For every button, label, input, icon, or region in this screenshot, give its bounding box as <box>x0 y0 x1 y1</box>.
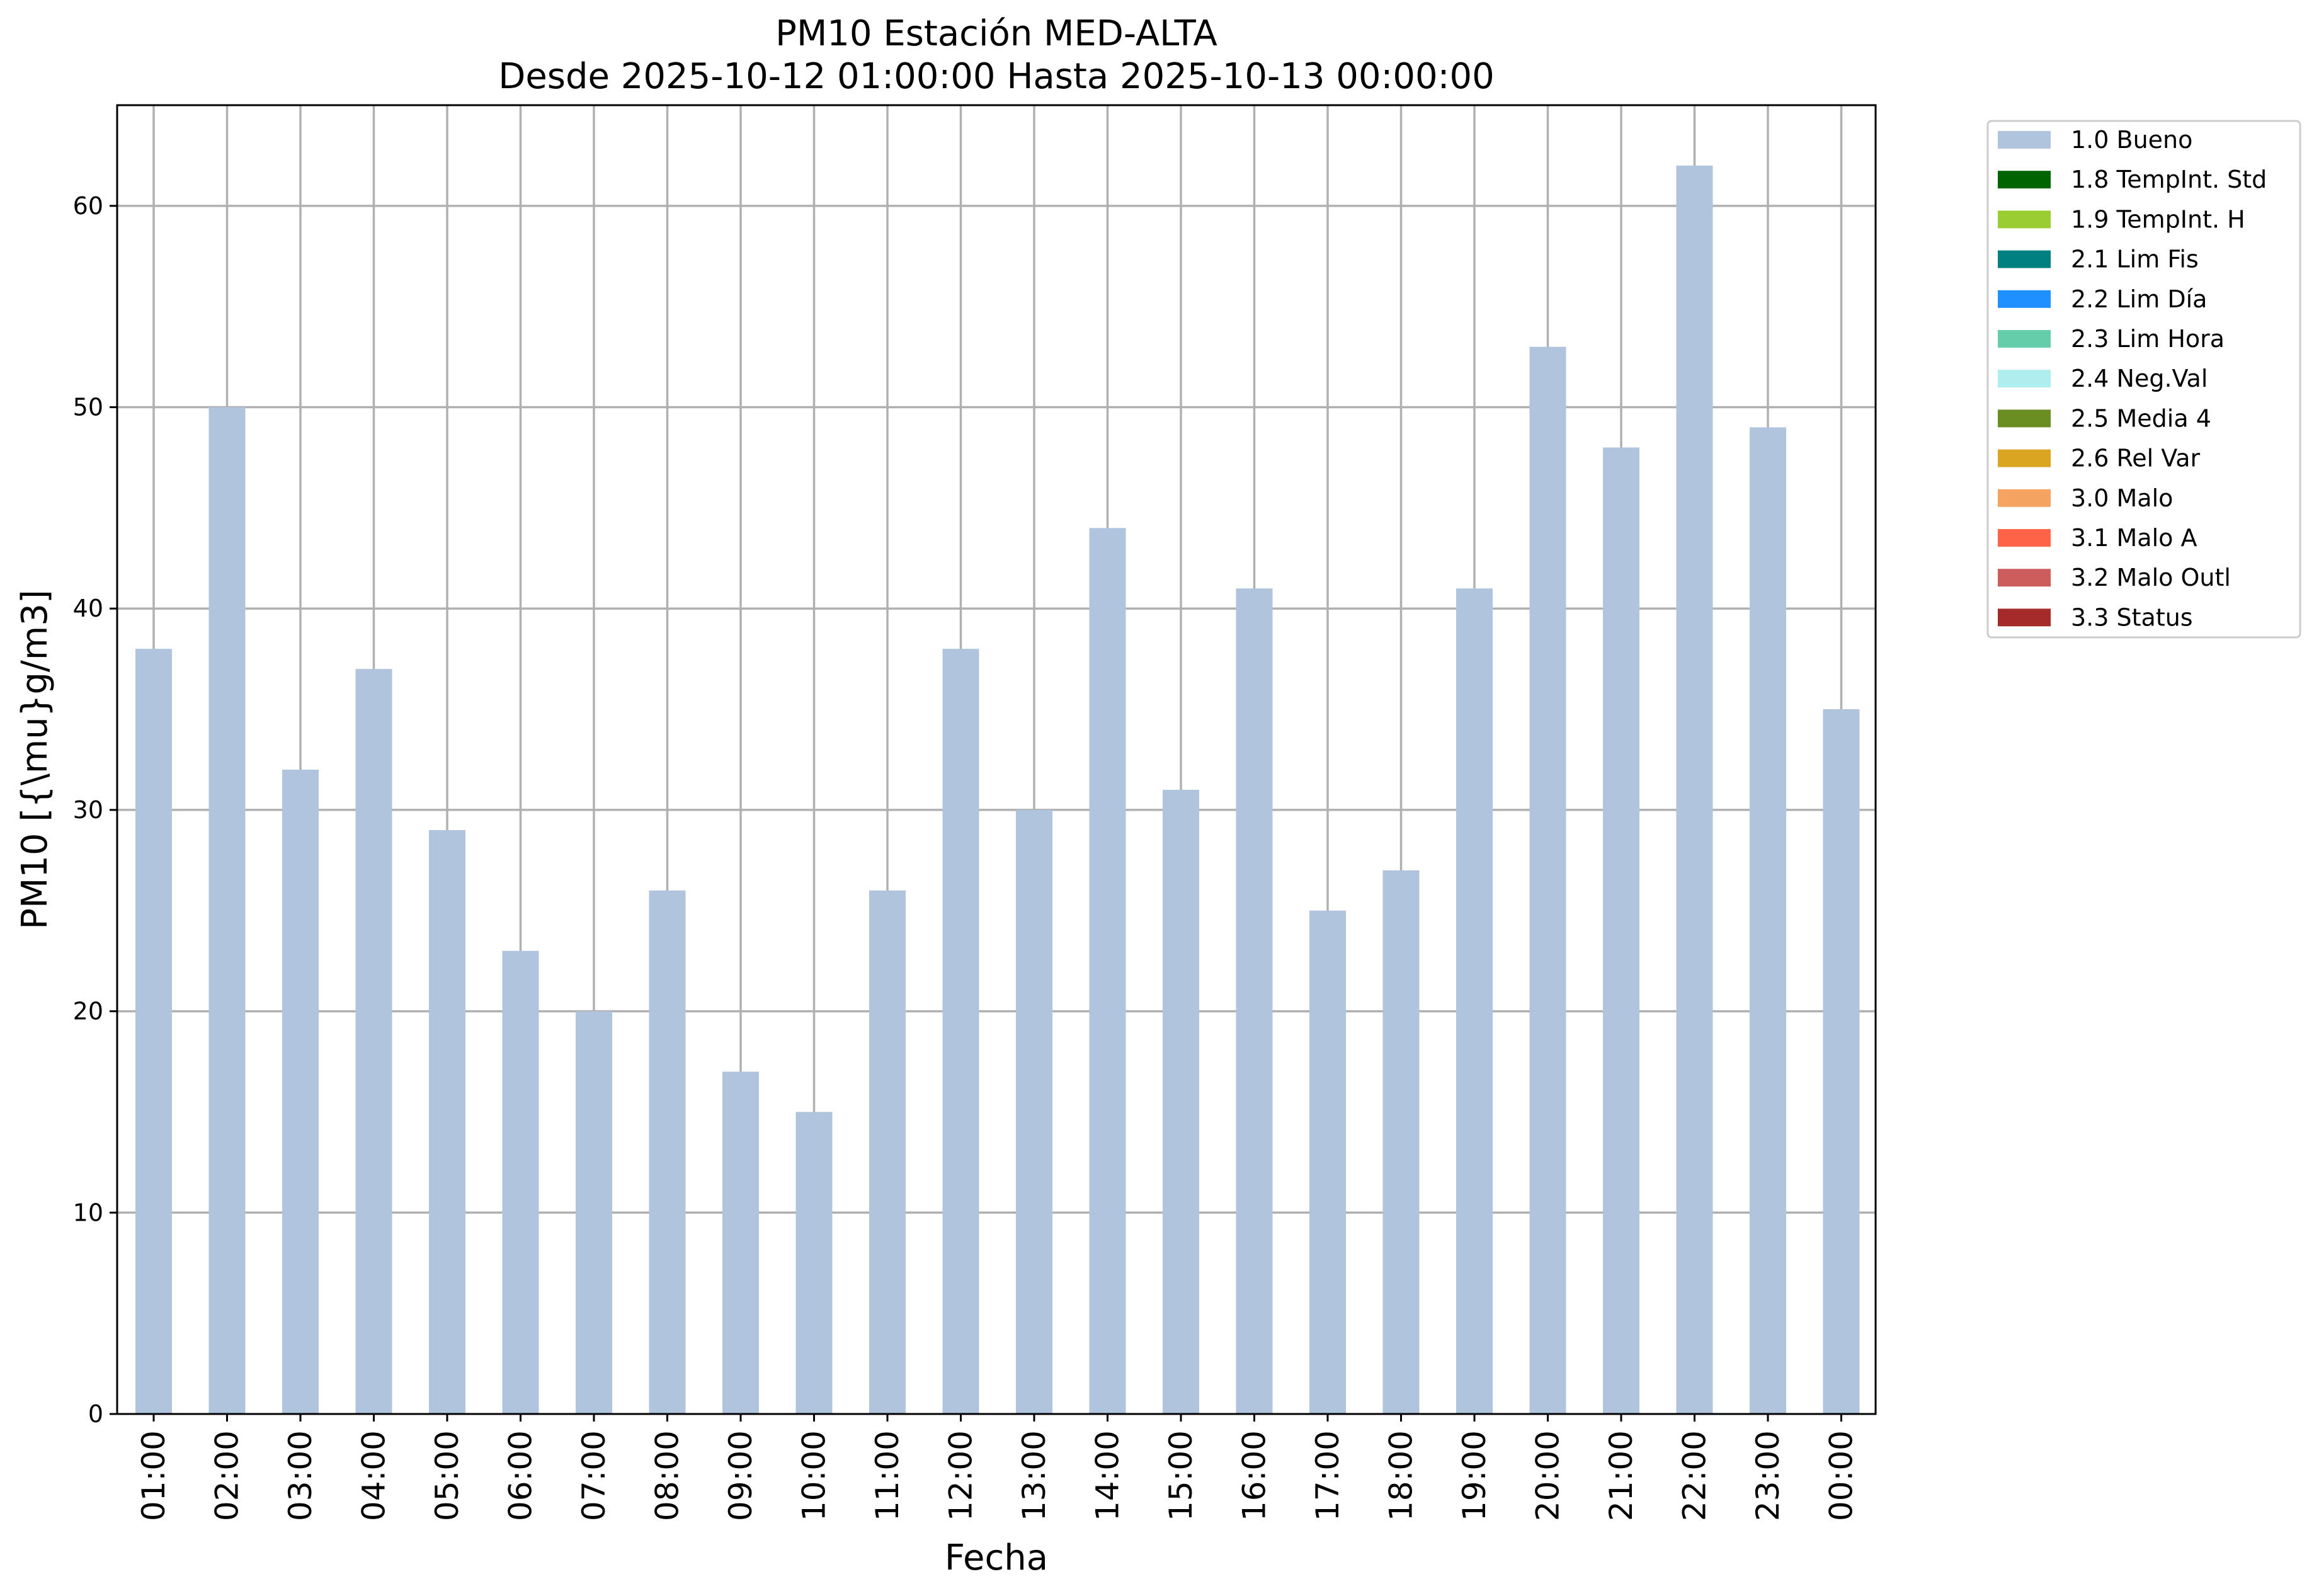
x-axis-ticks: 01:00 02:00 03:00 04:00 05:00 06:00 07:00 08:00… <box>135 1414 1860 1521</box>
bars <box>135 165 1860 1415</box>
legend-label: 2.6 Rel Var <box>2071 445 2201 472</box>
x-tick-label: 23:00 <box>1750 1430 1786 1521</box>
x-tick-label: 04:00 <box>356 1430 392 1521</box>
x-tick-label: 14:00 <box>1090 1430 1126 1521</box>
bar <box>1016 809 1052 1414</box>
legend-swatch <box>1998 569 2051 587</box>
bar <box>1456 588 1493 1415</box>
legend-swatch <box>1998 608 2051 627</box>
legend-swatch <box>1998 131 2051 149</box>
legend-swatch <box>1998 290 2051 308</box>
legend-swatch <box>1998 171 2051 189</box>
bar <box>1163 789 1199 1414</box>
y-tick-label: 50 <box>73 394 103 421</box>
x-tick-label: 01:00 <box>135 1430 172 1521</box>
x-tick-label: 07:00 <box>576 1430 612 1521</box>
y-tick-label: 10 <box>73 1199 103 1226</box>
bar <box>942 649 979 1414</box>
bar <box>869 890 906 1414</box>
legend-swatch <box>1998 409 2051 428</box>
bar <box>1823 709 1860 1414</box>
x-tick-label: 13:00 <box>1016 1430 1052 1521</box>
y-tick-label: 20 <box>73 998 103 1025</box>
x-tick-label: 10:00 <box>796 1430 833 1521</box>
y-tick-label: 30 <box>73 796 103 824</box>
bar <box>1529 346 1566 1414</box>
bar <box>649 890 686 1414</box>
bar <box>795 1112 833 1414</box>
y-tick-label: 40 <box>73 595 103 622</box>
legend-label: 1.0 Bueno <box>2071 126 2192 154</box>
bar <box>1603 447 1639 1414</box>
chart-subtitle: Desde 2025-10-12 01:00:00 Hasta 2025-10-… <box>498 56 1495 97</box>
x-tick-label: 05:00 <box>429 1430 465 1521</box>
x-axis-label: Fecha <box>945 1537 1048 1578</box>
y-tick-label: 60 <box>73 192 103 220</box>
x-tick-label: 16:00 <box>1236 1430 1273 1521</box>
legend: 1.0 Bueno 1.8 TempInt. Std 1.9 TempInt. H 2… <box>1986 120 2301 639</box>
bar <box>1309 910 1346 1414</box>
legend-swatch <box>1998 210 2051 229</box>
legend-label: 2.1 Lim Fis <box>2071 246 2199 273</box>
bar <box>208 407 246 1414</box>
bar <box>282 769 319 1414</box>
bar <box>1236 588 1273 1415</box>
x-tick-label: 11:00 <box>869 1430 906 1521</box>
bar <box>1089 528 1126 1415</box>
legend-label: 2.4 Neg.Val <box>2071 365 2208 392</box>
x-tick-label: 00:00 <box>1823 1430 1860 1521</box>
x-tick-label: 21:00 <box>1603 1430 1639 1521</box>
legend-label: 2.5 Media 4 <box>2071 404 2211 432</box>
x-tick-label: 20:00 <box>1530 1430 1566 1521</box>
legend-swatch <box>1998 370 2051 388</box>
legend-swatch <box>1998 529 2051 547</box>
legend-label: 3.1 Malo A <box>2071 524 2197 552</box>
y-axis-label: PM10 [{\mu}g/m3] <box>14 590 55 930</box>
y-axis-ticks: 0 10 20 30 40 50 60 <box>73 192 117 1428</box>
x-tick-label: 17:00 <box>1309 1430 1346 1521</box>
x-tick-label: 18:00 <box>1383 1430 1420 1521</box>
legend-label: 1.8 TempInt. Std <box>2071 166 2267 193</box>
plot-frame <box>116 104 1877 1415</box>
bar <box>429 829 465 1414</box>
chart-title: PM10 Estación MED-ALTA <box>775 13 1217 54</box>
legend-label: 1.9 TempInt. H <box>2071 205 2245 233</box>
bar <box>576 1011 612 1414</box>
bar <box>722 1071 759 1414</box>
bar <box>355 669 392 1414</box>
legend-swatch <box>1998 449 2051 467</box>
bar <box>502 950 539 1414</box>
legend-label: 2.2 Lim Día <box>2071 285 2207 313</box>
legend-label: 3.2 Malo Outl <box>2071 564 2231 591</box>
x-tick-label: 19:00 <box>1456 1430 1493 1521</box>
legend-swatch <box>1998 250 2051 268</box>
legend-label: 3.3 Status <box>2071 603 2193 631</box>
x-tick-label: 02:00 <box>209 1430 246 1521</box>
legend-swatch <box>1998 330 2051 348</box>
bar <box>135 649 172 1414</box>
x-tick-label: 09:00 <box>722 1430 759 1521</box>
x-tick-label: 03:00 <box>282 1430 319 1521</box>
legend-box <box>1986 120 2301 639</box>
x-tick-label: 12:00 <box>943 1430 979 1521</box>
x-tick-label: 22:00 <box>1677 1430 1713 1521</box>
bar <box>1382 870 1420 1414</box>
x-tick-label: 15:00 <box>1163 1430 1199 1521</box>
x-tick-label: 08:00 <box>649 1430 686 1521</box>
y-tick-label: 0 <box>88 1400 103 1428</box>
bar <box>1750 427 1786 1414</box>
bar <box>1676 165 1713 1414</box>
legend-swatch <box>1998 489 2051 507</box>
legend-label: 3.0 Malo <box>2071 484 2173 512</box>
x-tick-label: 06:00 <box>503 1430 539 1521</box>
legend-label: 2.3 Lim Hora <box>2071 325 2225 353</box>
